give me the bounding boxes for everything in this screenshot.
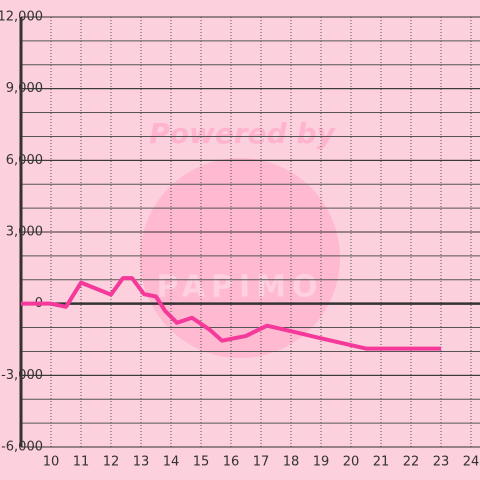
x-tick-label: 15 xyxy=(193,455,210,470)
watermark-text: Powered by xyxy=(149,117,336,150)
data-line xyxy=(21,276,441,351)
x-tick-label: 19 xyxy=(313,455,330,470)
x-tick-label: 18 xyxy=(283,455,300,470)
x-tick-label: 12 xyxy=(103,455,120,470)
watermark-text: PAPIMO xyxy=(157,270,324,305)
x-tick-label: 10 xyxy=(43,455,60,470)
x-tick-label: 21 xyxy=(373,455,390,470)
x-tick-label: 22 xyxy=(403,455,420,470)
x-tick-label: 17 xyxy=(253,455,270,470)
x-tick-label: 24 xyxy=(463,455,480,470)
x-tick-label: 13 xyxy=(133,455,150,470)
x-tick-label: 16 xyxy=(223,455,240,470)
x-tick-label: 11 xyxy=(73,455,90,470)
x-tick-label: 20 xyxy=(343,455,360,470)
x-tick-label: 23 xyxy=(433,455,450,470)
x-tick-label: 14 xyxy=(163,455,180,470)
